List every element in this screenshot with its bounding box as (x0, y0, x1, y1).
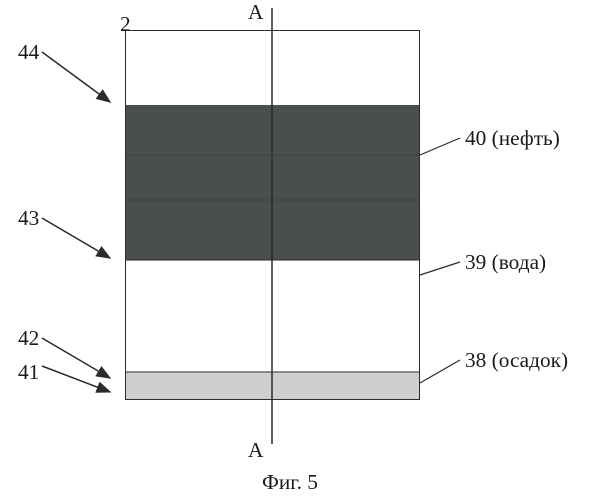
callout-41-label: 41 (18, 360, 39, 385)
layer-top-space (126, 31, 419, 105)
figure-caption: Фиг. 5 (262, 470, 318, 495)
axis-label-top: A (248, 0, 263, 25)
layer-sediment (126, 372, 419, 399)
layer-oil (126, 105, 419, 260)
container-number-label: 2 (120, 12, 131, 37)
callout-43-label: 43 (18, 206, 39, 231)
callout-44-label: 44 (18, 40, 39, 65)
layer-water (126, 260, 419, 372)
leader-38-label: 38 (осадок) (465, 348, 568, 373)
callout-42-label: 42 (18, 326, 39, 351)
axis-label-bottom: A (248, 438, 263, 463)
leader-40-label: 40 (нефть) (465, 126, 560, 151)
leader-39-label: 39 (вода) (465, 250, 546, 275)
